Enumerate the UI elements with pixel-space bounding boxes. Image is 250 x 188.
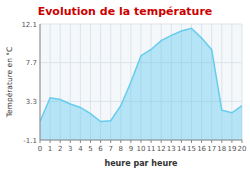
- x-tick: [60, 140, 61, 143]
- x-tick-label: 11: [147, 145, 156, 153]
- x-tick-label: 19: [227, 145, 236, 153]
- x-tick-label: 10: [137, 145, 146, 153]
- x-tick: [130, 140, 131, 143]
- y-axis: [40, 24, 41, 140]
- x-tick-label: 15: [187, 145, 196, 153]
- area: [40, 28, 242, 140]
- x-tick: [110, 140, 111, 143]
- x-tick: [40, 140, 41, 143]
- x-tick-label: 0: [38, 145, 42, 153]
- grid-line-x: [40, 24, 41, 140]
- x-tick: [161, 140, 162, 143]
- x-tick: [231, 140, 232, 143]
- data-group: [40, 28, 242, 140]
- chart: 01234567891011121314151617181920-1.13.37…: [0, 0, 250, 188]
- y-tick-label: -1.1: [23, 137, 37, 145]
- y-tick-label: 3.3: [26, 98, 37, 106]
- x-tick-label: 1: [48, 145, 52, 153]
- x-tick: [171, 140, 172, 143]
- x-tick-label: 4: [78, 145, 83, 153]
- x-tick: [181, 140, 182, 143]
- x-tick-label: 2: [58, 145, 62, 153]
- x-tick-label: 14: [177, 145, 186, 153]
- title: Evolution de la température: [38, 5, 213, 18]
- x-tick-label: 8: [119, 145, 123, 153]
- x-tick: [141, 140, 142, 143]
- x-tick: [201, 140, 202, 143]
- x-tick-label: 3: [68, 145, 72, 153]
- x-tick-label: 5: [88, 145, 92, 153]
- x-axis-label: heure par heure: [104, 159, 178, 168]
- y-tick-label: 12.1: [21, 21, 37, 29]
- x-tick: [191, 140, 192, 143]
- x-tick: [120, 140, 121, 143]
- plot-background: [40, 24, 242, 140]
- x-tick-label: 16: [197, 145, 206, 153]
- line: [40, 28, 242, 121]
- x-tick-label: 20: [238, 145, 247, 153]
- x-tick: [151, 140, 152, 143]
- x-tick: [211, 140, 212, 143]
- y-tick-label: 7.7: [26, 59, 37, 67]
- x-tick-label: 17: [207, 145, 216, 153]
- x-tick: [50, 140, 51, 143]
- x-tick-label: 18: [217, 145, 226, 153]
- x-tick: [80, 140, 81, 143]
- x-tick: [100, 140, 101, 143]
- x-tick: [242, 140, 243, 143]
- x-tick-label: 12: [157, 145, 166, 153]
- x-tick-label: 7: [108, 145, 112, 153]
- x-tick-label: 6: [98, 145, 103, 153]
- x-tick: [221, 140, 222, 143]
- x-tick-label: 13: [167, 145, 176, 153]
- x-tick: [90, 140, 91, 143]
- chart-container: 01234567891011121314151617181920-1.13.37…: [0, 0, 250, 188]
- y-axis-label: Température en °C: [5, 47, 14, 119]
- x-tick: [70, 140, 71, 143]
- x-tick-label: 9: [129, 145, 133, 153]
